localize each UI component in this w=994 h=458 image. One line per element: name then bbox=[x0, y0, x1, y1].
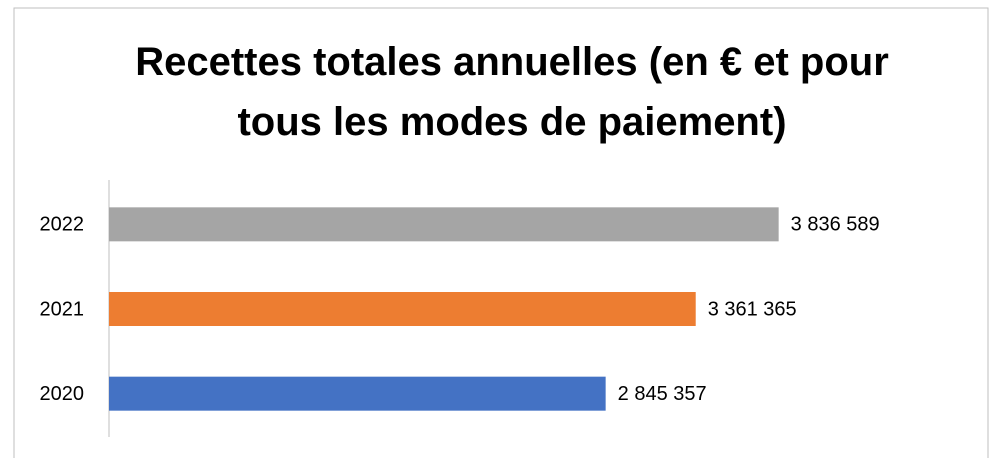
y-tick-label: 2022 bbox=[40, 214, 85, 236]
bar bbox=[109, 207, 779, 242]
y-tick-label: 2021 bbox=[40, 298, 85, 320]
chart-title: Recettes totales annuelles (en € et pour… bbox=[135, 40, 889, 144]
data-label: 3 836 589 bbox=[791, 214, 880, 236]
y-tick-label: 2020 bbox=[40, 383, 85, 405]
bar bbox=[109, 292, 696, 326]
data-label: 2 845 357 bbox=[618, 383, 707, 405]
chart-border bbox=[13, 7, 989, 458]
data-label: 3 361 365 bbox=[708, 298, 797, 320]
bar bbox=[109, 376, 606, 411]
